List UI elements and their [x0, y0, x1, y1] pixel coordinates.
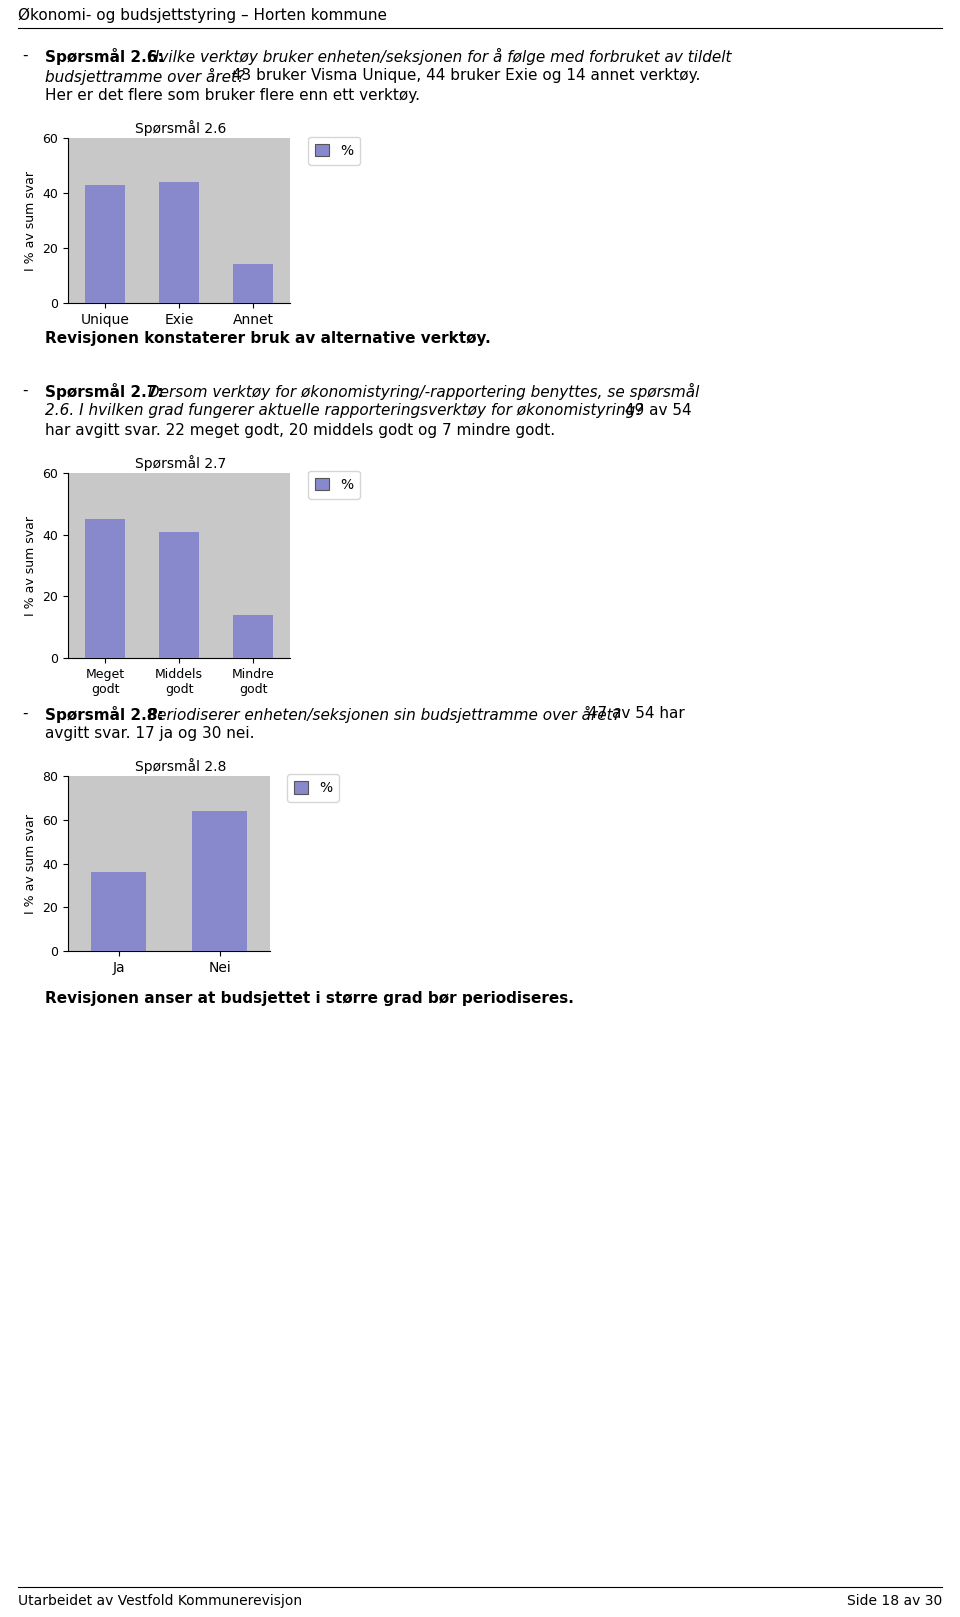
Text: 47 av 54 har: 47 av 54 har: [583, 707, 684, 721]
Text: Periodiserer enheten/seksjonen sin budsjettramme over året?: Periodiserer enheten/seksjonen sin budsj…: [143, 707, 621, 723]
Text: Revisjonen konstaterer bruk av alternative verktøy.: Revisjonen konstaterer bruk av alternati…: [45, 331, 491, 346]
Text: -: -: [22, 49, 28, 63]
Text: Spørsmål 2.7: Spørsmål 2.7: [135, 454, 227, 471]
Bar: [192, 812, 248, 951]
Legend: %: %: [287, 775, 339, 802]
Legend: %: %: [308, 471, 360, 498]
Bar: [84, 519, 126, 658]
Y-axis label: I % av sum svar: I % av sum svar: [24, 170, 36, 270]
Text: Revisjonen anser at budsjettet i større grad bør periodiseres.: Revisjonen anser at budsjettet i større …: [45, 991, 574, 1006]
Text: Her er det flere som bruker flere enn ett verktøy.: Her er det flere som bruker flere enn et…: [45, 87, 420, 103]
Bar: [158, 532, 200, 658]
Bar: [84, 184, 126, 302]
Text: avgitt svar. 17 ja og 30 nei.: avgitt svar. 17 ja og 30 nei.: [45, 726, 254, 741]
Text: Spørsmål 2.6: Spørsmål 2.6: [135, 120, 227, 136]
Y-axis label: I % av sum svar: I % av sum svar: [24, 516, 36, 616]
Legend: %: %: [308, 137, 360, 165]
Text: Side 18 av 30: Side 18 av 30: [847, 1594, 942, 1607]
Text: Spørsmål 2.8:: Spørsmål 2.8:: [45, 707, 163, 723]
Text: Spørsmål 2.8: Spørsmål 2.8: [135, 758, 227, 775]
Text: Dersom verktøy for økonomistyring/-rapportering benyttes, se spørsmål: Dersom verktøy for økonomistyring/-rappo…: [143, 383, 700, 399]
Text: -: -: [22, 707, 28, 721]
Text: budsjettramme over året?: budsjettramme over året?: [45, 68, 245, 86]
Text: Utarbeidet av Vestfold Kommunerevisjon: Utarbeidet av Vestfold Kommunerevisjon: [18, 1594, 302, 1607]
Text: 49 av 54: 49 av 54: [620, 403, 691, 419]
Text: Spørsmål 2.7:: Spørsmål 2.7:: [45, 383, 163, 399]
Bar: [91, 872, 146, 951]
Bar: [232, 265, 274, 302]
Text: Økonomi- og budsjettstyring – Horten kommune: Økonomi- og budsjettstyring – Horten kom…: [18, 8, 387, 23]
Bar: [232, 614, 274, 658]
Text: Spørsmål 2.6:: Spørsmål 2.6:: [45, 49, 164, 65]
Text: 43 bruker Visma Unique, 44 bruker Exie og 14 annet verktøy.: 43 bruker Visma Unique, 44 bruker Exie o…: [227, 68, 701, 82]
Y-axis label: I % av sum svar: I % av sum svar: [24, 813, 36, 914]
Text: Hvilke verktøy bruker enheten/seksjonen for å følge med forbruket av tildelt: Hvilke verktøy bruker enheten/seksjonen …: [143, 49, 732, 65]
Bar: [158, 183, 200, 302]
Text: -: -: [22, 383, 28, 398]
Text: 2.6. I hvilken grad fungerer aktuelle rapporteringsverktøy for økonomistyring?: 2.6. I hvilken grad fungerer aktuelle ra…: [45, 403, 643, 419]
Text: har avgitt svar. 22 meget godt, 20 middels godt og 7 mindre godt.: har avgitt svar. 22 meget godt, 20 midde…: [45, 424, 555, 438]
